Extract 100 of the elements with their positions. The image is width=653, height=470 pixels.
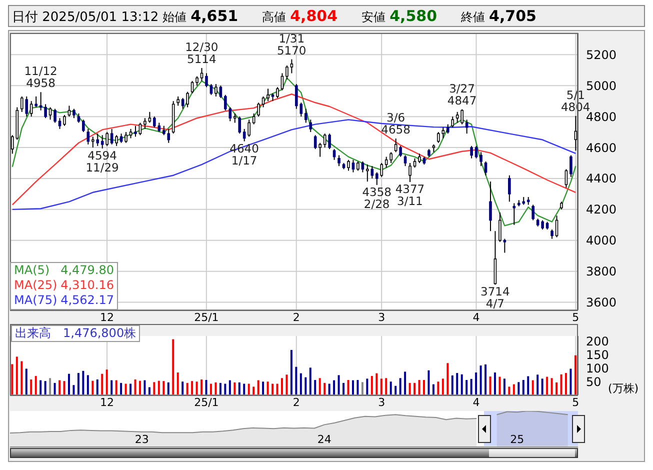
bar	[115, 380, 118, 395]
x-tick-label: 12	[100, 311, 114, 324]
bar	[338, 375, 340, 395]
bar	[228, 380, 231, 395]
bar	[77, 373, 80, 395]
bar	[243, 384, 246, 395]
bar	[318, 378, 321, 395]
bar	[309, 368, 312, 395]
bar	[432, 384, 434, 395]
candlestick	[144, 118, 146, 130]
x-tick-label: 25/1	[194, 311, 219, 324]
bar	[456, 373, 458, 395]
bar	[328, 384, 330, 395]
candlestick	[115, 134, 118, 146]
candlestick	[564, 168, 568, 188]
bar	[414, 382, 416, 395]
y-tick-label: 5200	[586, 48, 617, 62]
x-tick-label: 5	[572, 311, 580, 324]
text: MA(5)	[14, 263, 50, 278]
candlestick	[72, 108, 76, 119]
bar	[92, 380, 94, 395]
candlestick	[82, 119, 85, 133]
candlestick	[394, 138, 398, 153]
candlestick	[148, 111, 152, 124]
bar	[120, 382, 122, 395]
bar	[130, 384, 132, 395]
x-tick-label: 4	[472, 396, 480, 409]
bar	[356, 380, 359, 395]
candlestick	[77, 112, 80, 124]
bar	[304, 377, 307, 395]
candlestick	[332, 148, 336, 160]
candlestick	[380, 162, 384, 178]
annotation: 4,562.17	[60, 293, 114, 308]
candlestick	[451, 116, 454, 128]
x-tick-label: 5	[572, 396, 580, 409]
candlestick	[309, 119, 312, 133]
candlestick	[532, 204, 534, 221]
candlestick	[106, 132, 108, 146]
text: 4,651	[190, 7, 238, 25]
candlestick	[352, 159, 355, 173]
candlestick	[498, 212, 502, 242]
candlestick	[124, 132, 128, 144]
bar	[248, 384, 250, 395]
candlestick	[366, 164, 369, 182]
bar	[494, 372, 496, 395]
bar	[428, 370, 430, 395]
x-tick-label: 3	[378, 311, 386, 324]
chart-title: 日付 2025/05/01 13:12	[12, 10, 159, 25]
text: 4,804	[290, 7, 338, 25]
candlestick	[550, 229, 554, 240]
text: 安値	[362, 10, 386, 24]
bar	[238, 382, 240, 395]
bar	[422, 380, 425, 395]
candlestick	[110, 128, 114, 145]
bar	[370, 376, 373, 395]
candlestick	[408, 162, 412, 183]
bar	[451, 375, 454, 395]
candlestick	[153, 116, 156, 128]
bar	[550, 378, 553, 395]
x-tick-label: 2	[292, 311, 300, 324]
bar	[58, 380, 61, 395]
x-tick-label: 12	[100, 396, 114, 409]
bar	[527, 376, 530, 395]
candlestick	[328, 133, 331, 150]
bar	[25, 368, 28, 395]
bar	[134, 379, 136, 395]
bar	[110, 380, 113, 395]
candlestick	[399, 145, 402, 158]
bar	[68, 374, 70, 395]
candlestick	[446, 124, 450, 134]
candlestick	[437, 132, 440, 144]
bar	[404, 372, 406, 395]
bar	[446, 363, 449, 395]
annotation: 3714 4/7	[480, 284, 510, 311]
bar	[442, 378, 444, 395]
bar	[408, 382, 411, 395]
bar	[20, 361, 23, 395]
text: 4,705	[489, 7, 536, 25]
bar	[286, 374, 288, 395]
bar	[106, 370, 108, 395]
candlestick	[347, 159, 350, 172]
bar	[380, 378, 382, 395]
candlestick	[44, 104, 47, 119]
candlestick	[295, 84, 298, 110]
bar	[200, 379, 203, 395]
candlestick	[257, 102, 260, 118]
candlestick	[404, 154, 407, 167]
bar	[11, 364, 14, 395]
candlestick	[266, 88, 270, 102]
y-tick-label: 3800	[586, 264, 617, 279]
bar	[295, 366, 298, 395]
candlestick	[290, 58, 294, 74]
annotation: 3/27 4847	[447, 81, 477, 108]
bar	[546, 376, 548, 395]
candlestick	[134, 125, 137, 138]
bar	[556, 382, 558, 395]
annotation: 4358 2/28	[362, 184, 392, 211]
x-tick-label: 2	[292, 396, 300, 409]
candlestick	[300, 102, 303, 118]
bar	[300, 373, 302, 395]
